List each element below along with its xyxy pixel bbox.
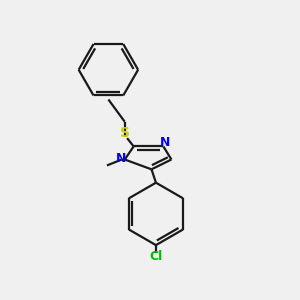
Text: S: S xyxy=(120,126,130,140)
Text: N: N xyxy=(160,136,171,149)
Text: N: N xyxy=(116,152,126,164)
Text: Cl: Cl xyxy=(149,250,163,263)
